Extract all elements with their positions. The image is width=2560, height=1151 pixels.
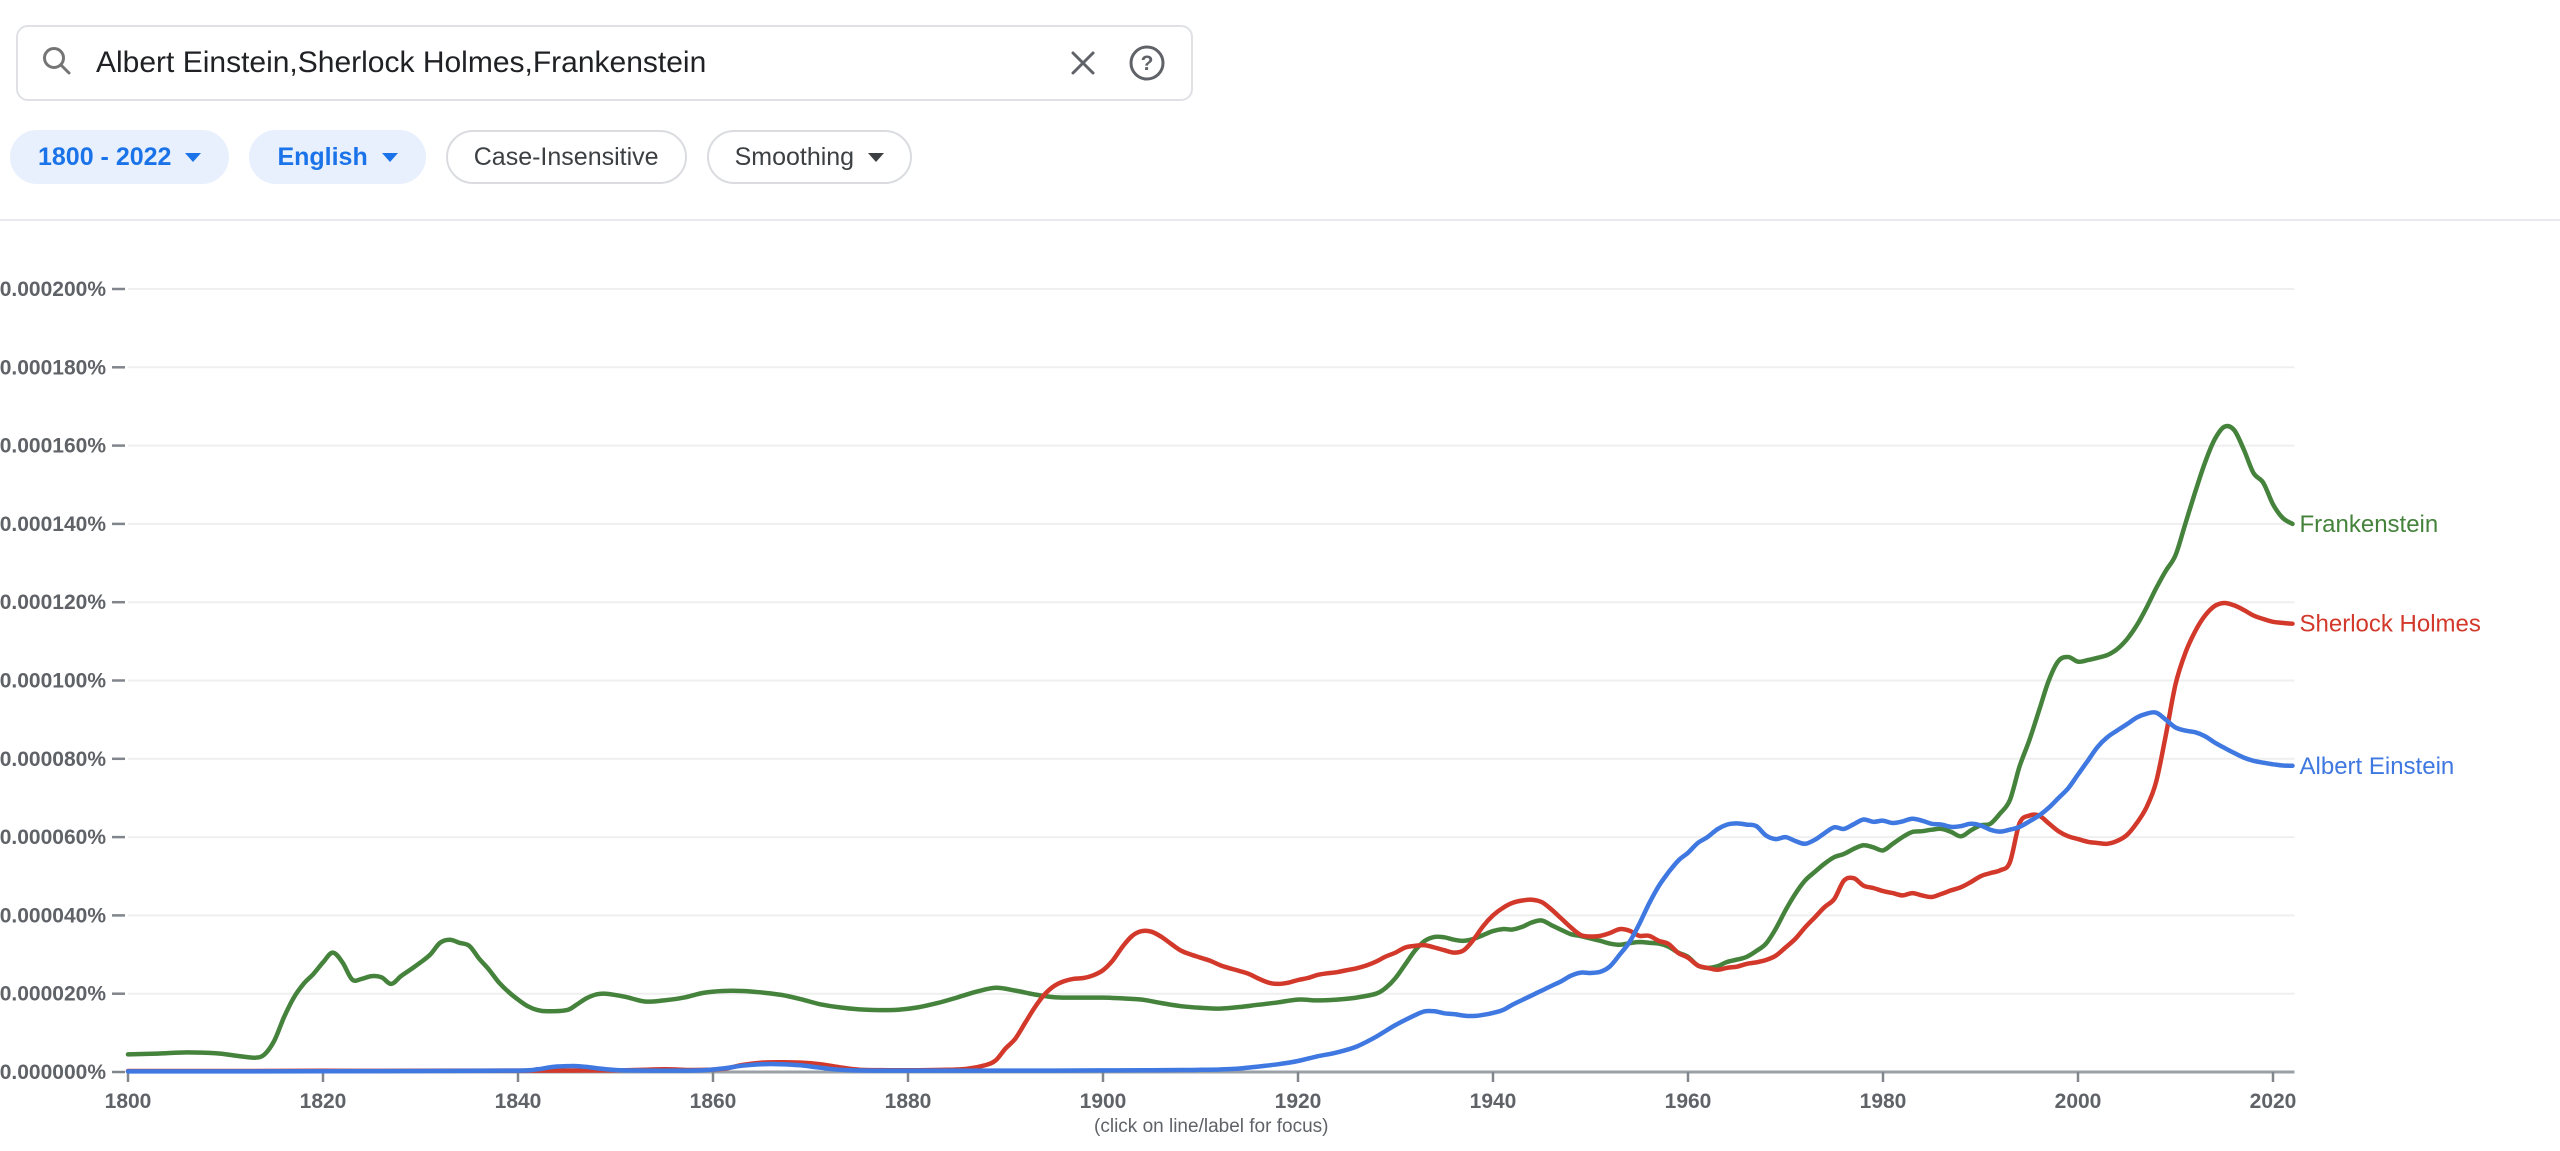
help-icon[interactable]: ?	[1121, 37, 1173, 89]
chevron-down-icon	[185, 152, 202, 162]
svg-text:?: ?	[1141, 52, 1154, 75]
y-tick-label: 0.000180%	[0, 356, 106, 379]
y-tick-label: 0.000080%	[0, 748, 106, 771]
chevron-down-icon	[381, 152, 398, 162]
y-tick-label: 0.000200%	[0, 278, 106, 301]
y-tick-label: 0.000000%	[0, 1061, 106, 1084]
y-tick-label: 0.000020%	[0, 983, 106, 1006]
chip-smoothing[interactable]: Smoothing	[706, 130, 913, 184]
series-line-frankenstein[interactable]	[125, 423, 2295, 1060]
chip-smoothing-label: Smoothing	[734, 142, 855, 171]
filter-chip-row: 1800 - 2022 English Case-Insensitive Smo…	[10, 130, 913, 184]
chip-case-insensitive-label: Case-Insensitive	[473, 142, 659, 171]
header-divider	[0, 219, 2560, 221]
x-tick-label: 1920	[1275, 1090, 1322, 1113]
x-tick-label: 2020	[2250, 1090, 2297, 1113]
axis-labels: 0.000000% 0.000020% 0.000040% 0.000060% 0.00…	[0, 278, 2296, 1113]
chip-corpus-language[interactable]: English	[249, 130, 426, 184]
x-tick-label: 2000	[2055, 1090, 2102, 1113]
x-tick-label: 1960	[1665, 1090, 1712, 1113]
ngram-chart: 0.000000% 0.000020% 0.000040% 0.000060% 0.00…	[0, 278, 2481, 1137]
y-tick-label: 0.000140%	[0, 513, 106, 536]
x-tick-label: 1880	[885, 1090, 932, 1113]
y-tick-label: 0.000060%	[0, 826, 106, 849]
x-tick-label: 1860	[690, 1090, 737, 1113]
series-line-albert-einstein[interactable]	[125, 709, 2295, 1074]
x-tick-label: 1900	[1080, 1090, 1127, 1113]
y-tick-label: 0.000120%	[0, 591, 106, 614]
x-tick-label: 1800	[105, 1090, 152, 1113]
y-gridlines	[128, 288, 2295, 995]
series-label-albert-einstein[interactable]: Albert Einstein	[2300, 753, 2455, 780]
series-label-frankenstein[interactable]: Frankenstein	[2300, 511, 2439, 538]
chevron-down-icon	[868, 152, 885, 162]
chip-year-range[interactable]: 1800 - 2022	[10, 130, 230, 184]
search-icon	[40, 44, 74, 83]
y-tick-label: 0.000160%	[0, 435, 106, 458]
chip-corpus-language-label: English	[277, 142, 368, 171]
y-tick-label: 0.000100%	[0, 670, 106, 693]
x-tick-label: 1980	[1860, 1090, 1907, 1113]
axis-ticks	[112, 287, 2275, 1082]
clear-search-icon[interactable]	[1057, 37, 1109, 89]
chip-case-insensitive[interactable]: Case-Insensitive	[445, 130, 687, 184]
y-tick-label: 0.000040%	[0, 904, 106, 927]
x-tick-label: 1840	[495, 1090, 542, 1113]
series-label-sherlock-holmes[interactable]: Sherlock Holmes	[2300, 611, 2481, 638]
x-tick-label: 1820	[300, 1090, 347, 1113]
x-tick-label: 1940	[1470, 1090, 1517, 1113]
chip-year-range-label: 1800 - 2022	[38, 142, 172, 171]
ngram-search-box: ?	[16, 25, 1193, 101]
search-input[interactable]	[94, 45, 1057, 81]
chart-caption: (click on line/label for focus)	[1094, 1116, 1328, 1137]
